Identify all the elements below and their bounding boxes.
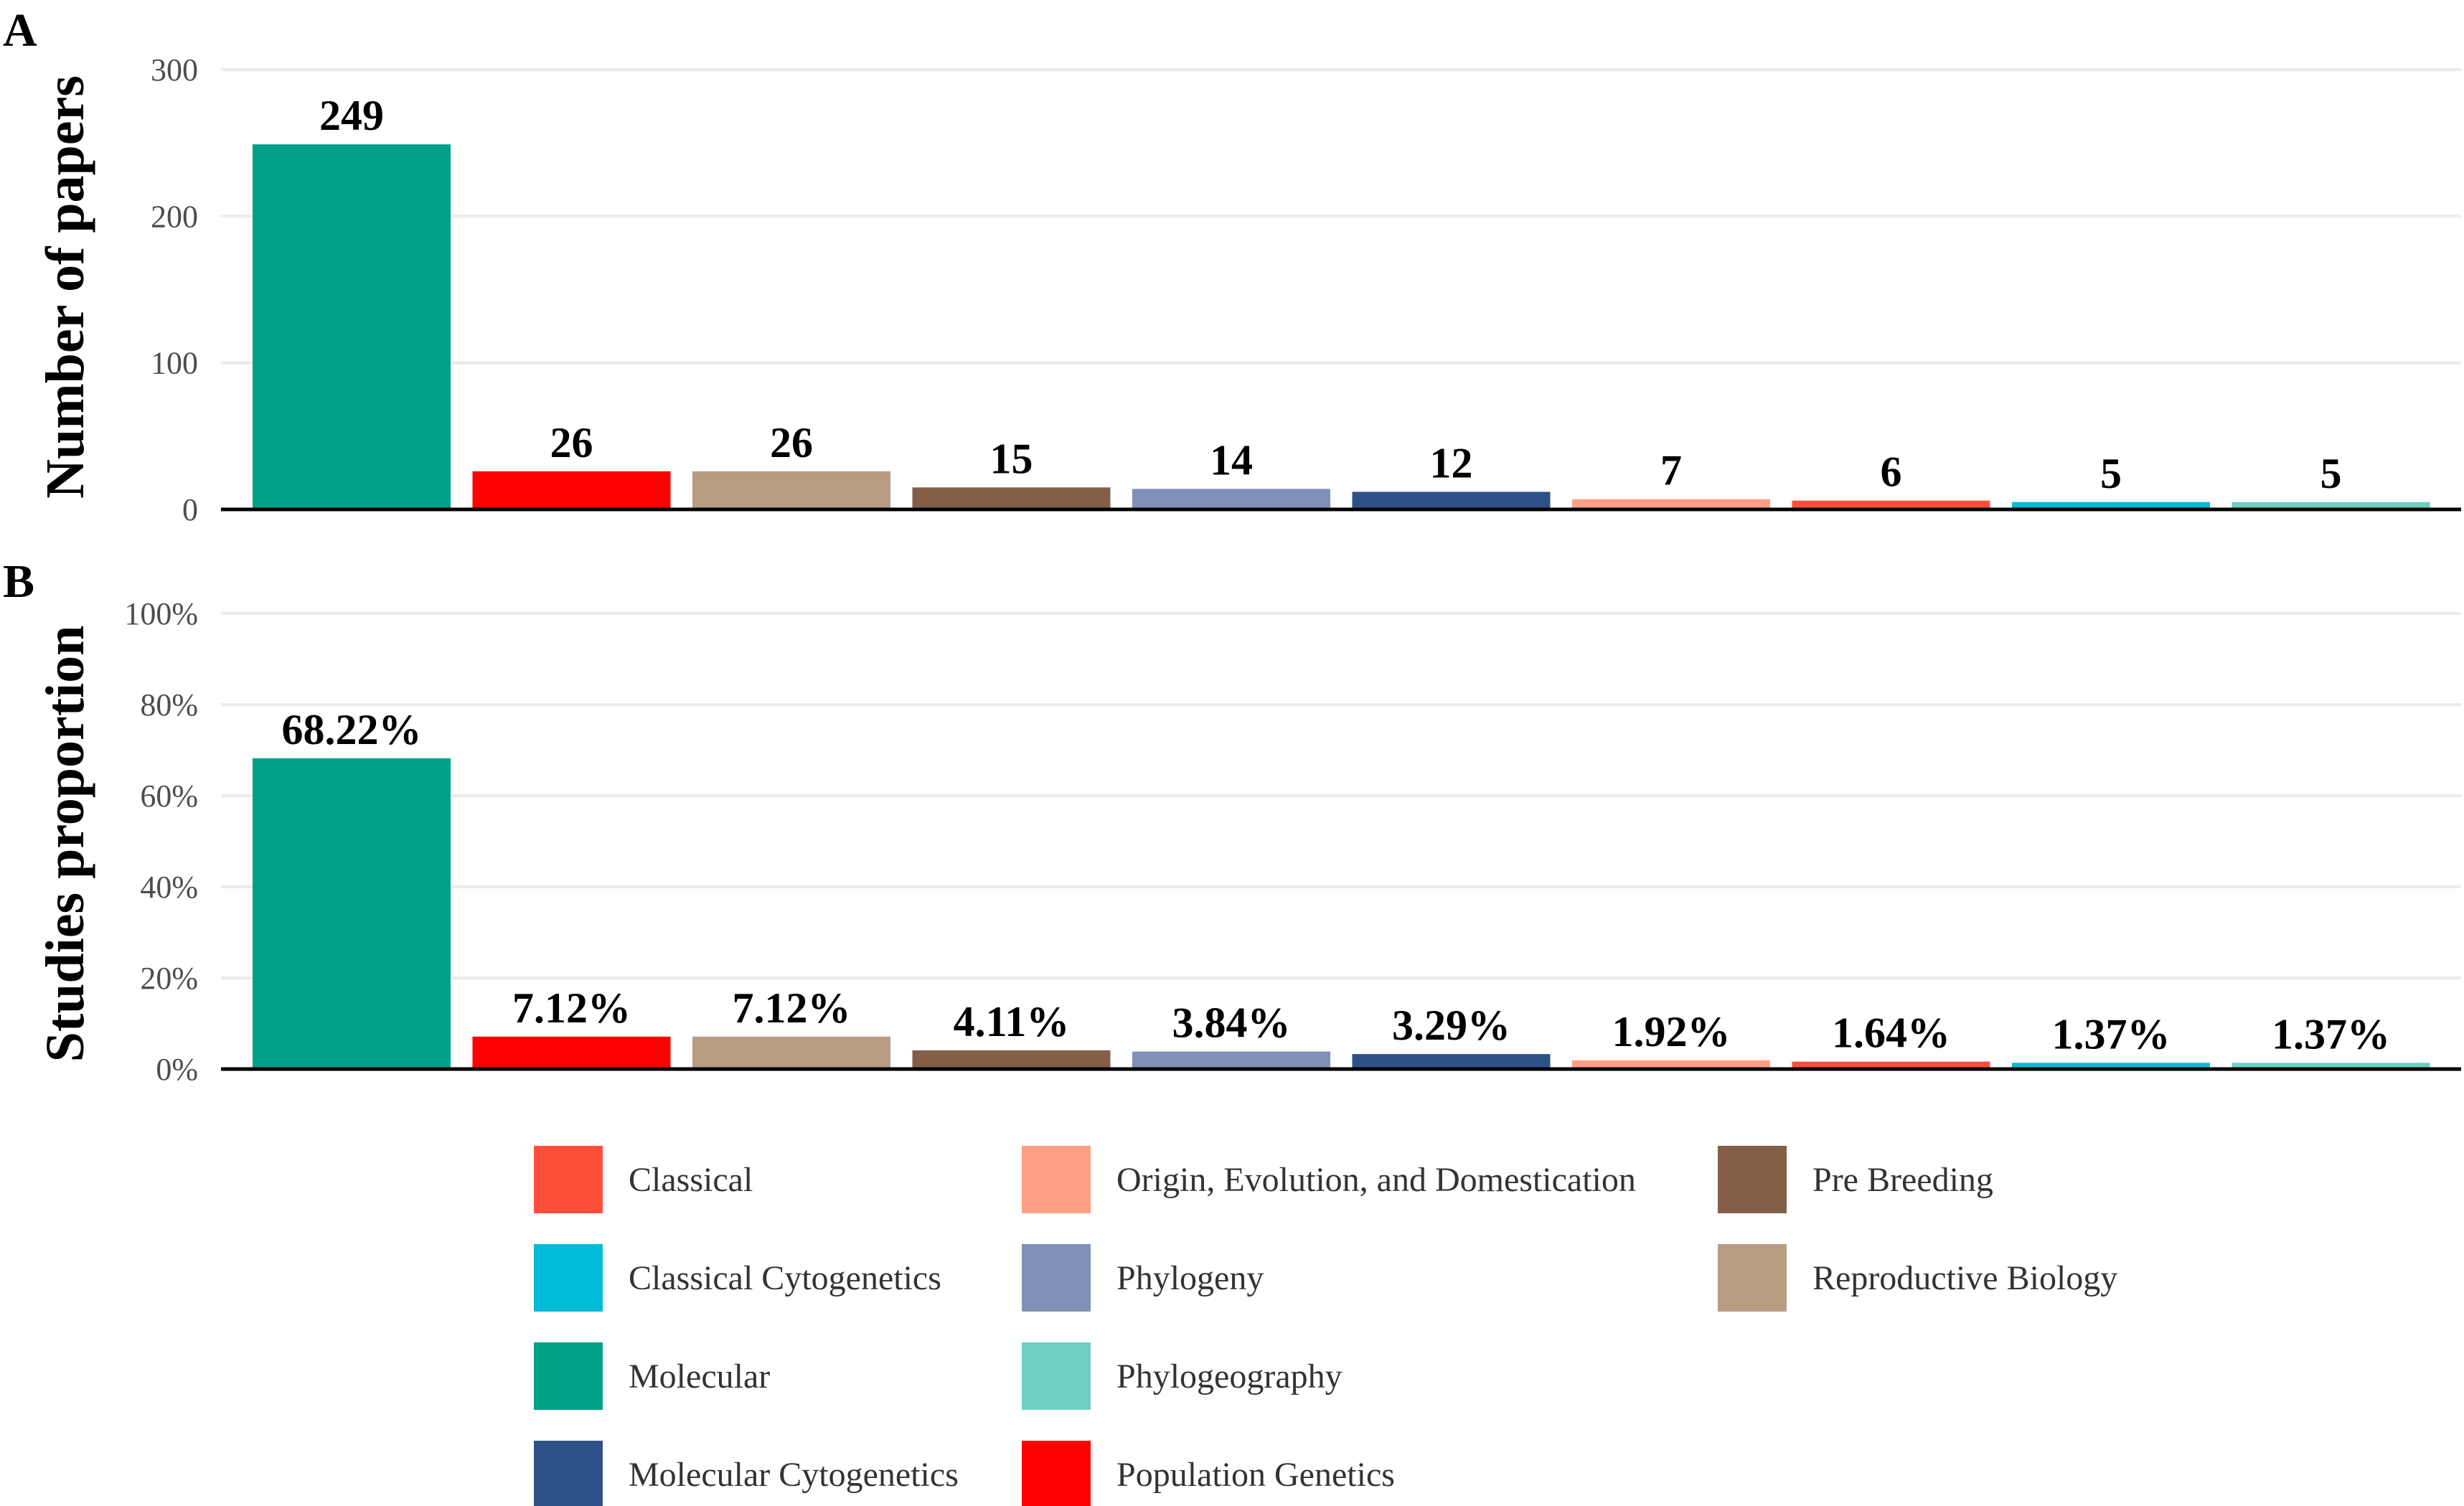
legend-swatch bbox=[1022, 1244, 1091, 1312]
panel-b-bar bbox=[2012, 1063, 2210, 1069]
panel-b-y-tick-label: 80% bbox=[140, 687, 198, 723]
legend-label: Phylogeny bbox=[1116, 1259, 1264, 1297]
panel-b-y-axis-label: Studies proportion bbox=[35, 626, 95, 1063]
panel-a-y-tick-label: 200 bbox=[151, 199, 198, 234]
panel-b-data-label: 7.12% bbox=[733, 984, 851, 1032]
panel-a-data-label: 5 bbox=[2320, 450, 2342, 497]
panel-a-y-axis-label: Number of papers bbox=[35, 75, 95, 499]
panel-b-bar bbox=[1572, 1060, 1770, 1069]
panel-b-data-label: 1.37% bbox=[2272, 1010, 2390, 1058]
legend-swatch bbox=[534, 1244, 603, 1312]
panel-a-bar bbox=[1792, 500, 1990, 509]
panel-a-data-label: 26 bbox=[770, 419, 813, 466]
legend-label: Origin, Evolution, and Domestication bbox=[1116, 1161, 1636, 1199]
panel-b-bar bbox=[253, 758, 451, 1069]
legend-label: Classical bbox=[629, 1161, 753, 1199]
panel-b-y-tick-label: 40% bbox=[140, 870, 198, 905]
panel-b-y-tick-label: 20% bbox=[140, 961, 198, 996]
legend-label: Reproductive Biology bbox=[1812, 1259, 2117, 1297]
panel-a-y-tick-label: 100 bbox=[151, 346, 198, 381]
panel-b-letter: B bbox=[3, 555, 34, 608]
panel-b-data-label: 1.92% bbox=[1612, 1008, 1731, 1055]
panel-b-y-tick-label: 60% bbox=[140, 778, 198, 814]
panel-b-bar bbox=[1352, 1054, 1551, 1069]
panel-a-bar bbox=[692, 471, 890, 509]
panel-a-data-label: 5 bbox=[2100, 450, 2122, 497]
legend: Classical Classical Cytogenetics Molecular… bbox=[534, 1146, 2117, 1506]
legend-label: Classical Cytogenetics bbox=[629, 1259, 941, 1297]
panel-b-y-tick-label: 0% bbox=[156, 1052, 198, 1087]
panel-b-bar bbox=[1132, 1051, 1330, 1069]
panel-a-bar bbox=[2232, 502, 2430, 509]
legend-swatch bbox=[1022, 1146, 1091, 1213]
legend-label: Molecular bbox=[629, 1357, 770, 1396]
panel-b-bar bbox=[692, 1036, 890, 1069]
panel-a-bar bbox=[912, 487, 1111, 509]
legend-swatch bbox=[534, 1441, 603, 1506]
panel-b-bar bbox=[472, 1036, 671, 1069]
panel-a-data-label: 249 bbox=[319, 92, 384, 139]
panel-a-y-tick-label: 0 bbox=[182, 492, 198, 527]
panel-a-bar bbox=[1572, 499, 1770, 509]
legend-swatch bbox=[534, 1146, 603, 1213]
panel-a-y-tick-label: 300 bbox=[151, 52, 198, 88]
panel-a-data-label: 7 bbox=[1660, 447, 1682, 494]
panel-a-data-label: 12 bbox=[1430, 439, 1473, 486]
panel-b-y-tick-label: 100% bbox=[124, 596, 198, 631]
legend-label: Pre Breeding bbox=[1812, 1161, 1993, 1199]
legend-label: Molecular Cytogenetics bbox=[629, 1456, 959, 1494]
panel-a-bar bbox=[253, 144, 451, 509]
panel-a-bar bbox=[472, 471, 671, 509]
panel-a-data-label: 15 bbox=[990, 435, 1033, 482]
panel-a-bar bbox=[2012, 502, 2210, 509]
panel-b-bar bbox=[1792, 1061, 1990, 1069]
legend-swatch bbox=[534, 1342, 603, 1410]
panel-b-data-label: 3.29% bbox=[1392, 1002, 1510, 1049]
legend-swatch bbox=[1718, 1244, 1787, 1312]
panel-b-data-label: 1.64% bbox=[1832, 1010, 1950, 1057]
panel-b-data-label: 68.22% bbox=[282, 706, 422, 753]
legend-label: Phylogeography bbox=[1116, 1357, 1342, 1396]
panel-b-data-label: 7.12% bbox=[512, 984, 631, 1032]
panel-a: A Number of papers 0 100 200 300 249 26 26 15 14… bbox=[3, 4, 2461, 527]
panel-a-letter: A bbox=[3, 4, 37, 57]
panel-b: B Studies proportion 0% 20% 40% 60% 80% 100% 6… bbox=[3, 555, 2461, 1087]
panel-b-bar bbox=[2232, 1063, 2430, 1069]
panel-a-data-label: 6 bbox=[1881, 448, 1902, 496]
panel-b-data-label: 1.37% bbox=[2052, 1010, 2171, 1058]
panel-b-data-label: 3.84% bbox=[1172, 999, 1291, 1047]
legend-swatch bbox=[1022, 1441, 1091, 1506]
legend-swatch bbox=[1718, 1146, 1787, 1213]
panel-b-bar bbox=[912, 1050, 1111, 1069]
legend-swatch bbox=[1022, 1342, 1091, 1410]
panel-a-bar bbox=[1132, 489, 1330, 509]
panel-a-data-label: 14 bbox=[1210, 436, 1253, 484]
panel-a-bar bbox=[1352, 491, 1551, 509]
panel-b-data-label: 4.11% bbox=[954, 998, 1070, 1045]
panel-a-data-label: 26 bbox=[550, 419, 593, 466]
legend-label: Population Genetics bbox=[1116, 1456, 1395, 1494]
